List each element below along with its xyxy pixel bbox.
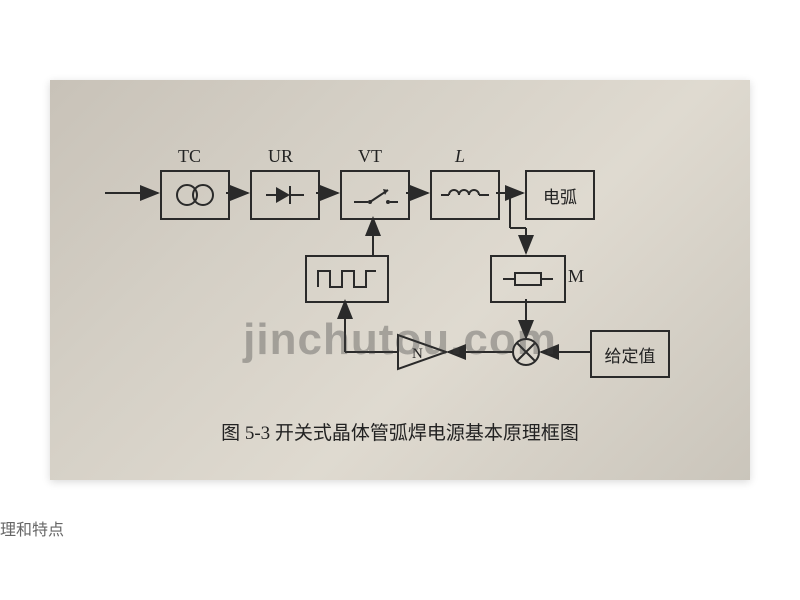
box-sensor (490, 255, 566, 303)
block-diagram: TC UR VT L (50, 80, 750, 480)
resistor-icon (499, 267, 557, 291)
rectifier-icon (260, 180, 310, 210)
label-m: M (568, 266, 584, 287)
box-vt (340, 170, 410, 220)
amp-label-svg: N (412, 346, 423, 362)
figure-caption: 图 5-3 开关式晶体管弧焊电源基本原理框图 (50, 418, 750, 445)
box-tc (160, 170, 230, 220)
box-l (430, 170, 500, 220)
box-setpoint: 给定值 (590, 330, 670, 378)
transformer-icon (170, 180, 220, 210)
setpoint-label: 给定值 (605, 342, 656, 367)
label-ur: UR (268, 146, 293, 167)
box-arc: 电弧 (525, 170, 595, 220)
pulse-icon (314, 265, 380, 293)
switch-icon (348, 178, 402, 212)
label-vt: VT (358, 146, 382, 167)
box-ur (250, 170, 320, 220)
box-pulse (305, 255, 389, 303)
inductor-icon (437, 182, 493, 208)
label-l: L (455, 146, 465, 167)
label-tc: TC (178, 146, 201, 167)
footer-fragment: 理和特点 (0, 516, 64, 540)
arc-label: 电弧 (543, 183, 577, 208)
